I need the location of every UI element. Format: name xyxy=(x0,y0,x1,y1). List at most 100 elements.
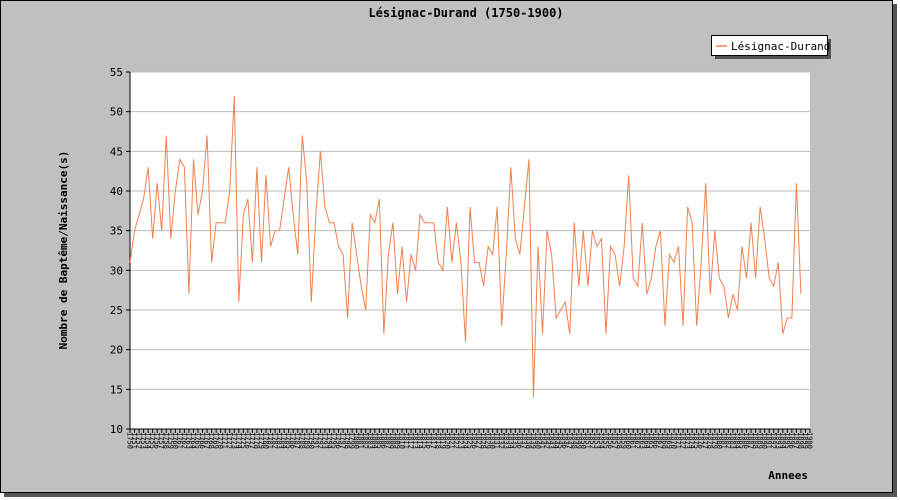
x-tick-label: 1793 xyxy=(320,432,328,449)
x-tick-label: 1869 xyxy=(665,432,673,449)
x-tick-label: 1888 xyxy=(751,432,759,449)
x-tick-label: 1870 xyxy=(670,432,678,449)
x-tick-label: 1755 xyxy=(148,432,156,449)
x-tick-label: 1776 xyxy=(243,432,251,449)
x-tick-label: 1802 xyxy=(361,432,369,449)
x-tick-label: 1779 xyxy=(257,432,265,449)
x-tick-label: 1864 xyxy=(642,432,650,449)
x-tick-label: 1875 xyxy=(692,432,700,449)
x-tick-label: 1866 xyxy=(651,432,659,449)
x-tick-label: 1784 xyxy=(280,432,288,449)
y-tick-label: 25 xyxy=(110,304,123,317)
x-tick-label: 1812 xyxy=(407,432,415,449)
x-tick-label: 1844 xyxy=(552,432,560,449)
x-tick-label: 1771 xyxy=(221,432,229,449)
x-tick-label: 1752 xyxy=(135,432,143,449)
x-tick-label: 1775 xyxy=(239,432,247,449)
y-tick-label: 45 xyxy=(110,145,123,158)
x-tick-label: 1846 xyxy=(561,432,569,449)
x-tick-label: 1756 xyxy=(153,432,161,449)
x-tick-label: 1865 xyxy=(647,432,655,449)
x-tick-label: 1753 xyxy=(139,432,147,449)
x-tick-label: 1841 xyxy=(538,432,546,449)
x-tick-label: 1824 xyxy=(461,432,469,449)
x-tick-label: 1759 xyxy=(166,432,174,449)
x-tick-label: 1882 xyxy=(724,432,732,449)
x-tick-label: 1881 xyxy=(719,432,727,449)
x-tick-label: 1763 xyxy=(184,432,192,449)
x-tick-label: 1873 xyxy=(683,432,691,449)
y-axis-label: Nombre de Baptême/Naissance(s) xyxy=(57,151,70,350)
x-tick-label: 1750 xyxy=(126,432,134,449)
x-tick-label: 1815 xyxy=(420,432,428,449)
y-tick-label: 35 xyxy=(110,225,123,238)
x-tick-label: 1826 xyxy=(470,432,478,449)
x-tick-label: 1798 xyxy=(343,432,351,449)
x-tick-label: 1799 xyxy=(348,432,356,449)
x-tick-label: 1877 xyxy=(701,432,709,449)
x-tick-label: 1819 xyxy=(438,432,446,449)
x-tick-label: 1804 xyxy=(370,432,378,449)
x-tick-label: 1896 xyxy=(787,432,795,449)
x-tick-label: 1788 xyxy=(298,432,306,449)
x-tick-label: 1825 xyxy=(466,432,474,449)
x-tick-label: 1872 xyxy=(679,432,687,449)
y-tick-label: 40 xyxy=(110,185,123,198)
x-tick-label: 1781 xyxy=(266,432,274,449)
x-tick-label: 1852 xyxy=(588,432,596,449)
x-tick-label: 1891 xyxy=(765,432,773,449)
x-tick-label: 1785 xyxy=(284,432,292,449)
x-tick-label: 1816 xyxy=(425,432,433,449)
x-tick-label: 1800 xyxy=(352,432,360,449)
x-tick-label: 1842 xyxy=(543,432,551,449)
x-tick-label: 1820 xyxy=(443,432,451,449)
x-tick-label: 1874 xyxy=(688,432,696,449)
x-tick-label: 1778 xyxy=(252,432,260,449)
x-tick-label: 1838 xyxy=(524,432,532,449)
x-tick-label: 1890 xyxy=(760,432,768,449)
x-tick-label: 1860 xyxy=(624,432,632,449)
x-tick-label: 1758 xyxy=(162,432,170,449)
x-tick-label: 1807 xyxy=(384,432,392,449)
x-tick-label: 1831 xyxy=(493,432,501,449)
x-tick-label: 1836 xyxy=(515,432,523,449)
x-tick-label: 1757 xyxy=(157,432,165,449)
x-tick-label: 1868 xyxy=(660,432,668,449)
x-tick-label: 1885 xyxy=(738,432,746,449)
x-tick-label: 1828 xyxy=(479,432,487,449)
x-tick-label: 1834 xyxy=(506,432,514,449)
x-tick-label: 1762 xyxy=(180,432,188,449)
x-tick-label: 1893 xyxy=(774,432,782,449)
x-tick-label: 1884 xyxy=(733,432,741,449)
x-tick-label: 1839 xyxy=(529,432,537,449)
x-tick-label: 1786 xyxy=(289,432,297,449)
x-tick-label: 1768 xyxy=(207,432,215,449)
x-tick-label: 1792 xyxy=(316,432,324,449)
x-tick-label: 1817 xyxy=(429,432,437,449)
y-tick-label: 50 xyxy=(110,106,123,119)
x-tick-label: 1787 xyxy=(293,432,301,449)
chart-title: Lésignac-Durand (1750-1900) xyxy=(368,6,563,20)
data-line xyxy=(129,95,802,398)
x-tick-label: 1858 xyxy=(615,432,623,449)
x-tick-label: 1862 xyxy=(633,432,641,449)
x-tick-label: 1897 xyxy=(792,432,800,449)
x-tick-label: 1764 xyxy=(189,432,197,449)
x-tick-label: 1855 xyxy=(602,432,610,449)
x-tick-label: 1899 xyxy=(801,432,809,449)
x-tick-label: 1783 xyxy=(275,432,283,449)
x-tick-label: 1810 xyxy=(398,432,406,449)
x-tick-label: 1886 xyxy=(742,432,750,449)
x-tick-label: 1850 xyxy=(579,432,587,449)
x-tick-label: 1848 xyxy=(570,432,578,449)
y-tick-label: 10 xyxy=(110,423,123,436)
x-tick-label: 1813 xyxy=(411,432,419,449)
x-tick-label: 1859 xyxy=(620,432,628,449)
x-tick-label: 1789 xyxy=(302,432,310,449)
x-tick-label: 1774 xyxy=(234,432,242,449)
x-tick-label: 1760 xyxy=(171,432,179,449)
y-tick-label: 20 xyxy=(110,344,123,357)
x-tick-label: 1805 xyxy=(375,432,383,449)
x-tick-label: 1894 xyxy=(778,432,786,449)
x-tick-label: 1876 xyxy=(697,432,705,449)
